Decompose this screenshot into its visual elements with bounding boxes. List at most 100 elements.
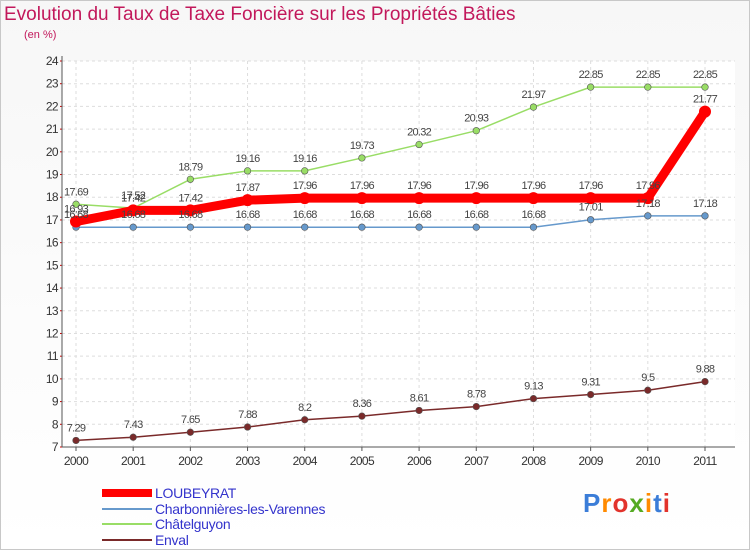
- x-tick-label: 2004: [293, 454, 318, 468]
- chart-subtitle: (en %): [24, 29, 57, 41]
- data-label: 17.42: [178, 192, 203, 204]
- proxiti-logo: Proxiti: [583, 488, 671, 519]
- data-label: 16.68: [521, 209, 546, 221]
- data-label: 8.78: [467, 389, 486, 401]
- data-point: [699, 105, 711, 118]
- data-point: [72, 200, 80, 208]
- data-label: 19.16: [236, 153, 261, 165]
- data-label: 22.85: [693, 69, 718, 81]
- y-tick-label: 14: [46, 281, 59, 295]
- logo-letter: o: [612, 488, 630, 518]
- data-point: [243, 223, 252, 231]
- data-label: 16.93: [64, 204, 89, 216]
- data-label: 17.18: [636, 198, 661, 210]
- data-point: [243, 167, 252, 175]
- data-label: 16.68: [293, 209, 318, 221]
- legend-label: Châtelguyon: [155, 516, 231, 532]
- legend-swatch: [102, 539, 152, 541]
- data-point: [301, 416, 309, 424]
- y-tick-label: 23: [46, 77, 59, 91]
- legend-swatch: [102, 508, 152, 510]
- y-tick-label: 18: [46, 190, 59, 204]
- data-point: [298, 192, 311, 205]
- data-point: [472, 402, 480, 411]
- y-tick-label: 13: [46, 304, 59, 318]
- data-label: 16.68: [407, 209, 432, 221]
- data-point: [415, 140, 423, 149]
- data-point: [184, 204, 197, 217]
- data-label: 20.32: [407, 127, 432, 139]
- y-tick-label: 9: [52, 395, 59, 409]
- data-point: [529, 395, 538, 403]
- legend-label: LOUBEYRAT: [155, 485, 237, 501]
- y-tick-label: 11: [47, 349, 59, 363]
- y-tick-label: 10: [46, 372, 59, 386]
- data-point: [529, 103, 538, 111]
- y-tick-label: 22: [46, 99, 59, 113]
- data-point: [701, 83, 709, 91]
- data-label: 17.96: [293, 180, 318, 192]
- data-point: [355, 192, 368, 205]
- x-tick-label: 2005: [350, 454, 375, 468]
- logo-letter: i: [644, 488, 654, 518]
- data-label: 17.87: [236, 182, 261, 194]
- data-label: 7.88: [238, 409, 257, 421]
- y-tick-label: 12: [46, 326, 59, 340]
- y-tick-label: 20: [46, 145, 59, 159]
- data-label: 19.16: [293, 153, 318, 165]
- series-line-2: [75, 86, 705, 209]
- y-tick-label: 8: [52, 417, 59, 431]
- data-label: 16.68: [121, 209, 146, 221]
- data-label: 17.18: [693, 198, 718, 210]
- legend-item: Charbonnières-les-Varennes: [102, 501, 325, 517]
- logo-letter: r: [601, 488, 613, 518]
- data-label: 17.96: [407, 180, 432, 192]
- data-label: 7.43: [124, 419, 143, 431]
- x-tick-label: 2011: [693, 454, 717, 468]
- logo-letter: x: [629, 488, 645, 518]
- data-label: 7.65: [181, 414, 200, 426]
- data-point: [127, 204, 140, 217]
- y-tick-label: 15: [46, 258, 59, 272]
- data-point: [415, 223, 423, 231]
- y-tick-label: 24: [46, 54, 59, 68]
- data-label: 18.79: [178, 161, 203, 173]
- data-label: 16.68: [64, 209, 89, 221]
- data-point: [587, 390, 595, 399]
- data-label: 16.68: [178, 209, 203, 221]
- data-label: 17.96: [579, 180, 604, 192]
- legend-item: Châtelguyon: [102, 516, 231, 532]
- data-point: [415, 406, 423, 415]
- x-tick-label: 2002: [178, 454, 203, 468]
- series-line-1: [76, 215, 705, 228]
- data-point: [72, 436, 80, 445]
- data-label: 9.88: [696, 364, 715, 376]
- data-point: [641, 192, 654, 205]
- data-point: [644, 83, 652, 91]
- data-label: 9.31: [581, 377, 600, 389]
- series-line-0: [75, 109, 709, 226]
- x-tick-label: 2007: [464, 454, 489, 468]
- data-point: [129, 433, 137, 441]
- data-label: 16.68: [464, 209, 489, 221]
- logo-letter: t: [653, 488, 663, 518]
- data-label: 21.97: [521, 89, 546, 101]
- data-point: [587, 83, 595, 91]
- data-point: [243, 423, 252, 431]
- data-point: [129, 223, 137, 231]
- data-label: 22.85: [579, 69, 604, 81]
- series-line-3: [75, 380, 706, 442]
- plot-area: [62, 61, 735, 447]
- data-label: 17.96: [521, 180, 546, 192]
- y-tick-label: 17: [46, 213, 59, 227]
- legend-swatch: [102, 523, 152, 525]
- data-point: [527, 192, 540, 205]
- logo-letter: P: [583, 488, 602, 518]
- data-point: [301, 167, 309, 175]
- data-point: [587, 216, 595, 224]
- y-tick-label: 21: [46, 122, 59, 136]
- data-point: [358, 412, 366, 420]
- data-label: 22.85: [636, 69, 661, 81]
- data-point: [70, 215, 82, 228]
